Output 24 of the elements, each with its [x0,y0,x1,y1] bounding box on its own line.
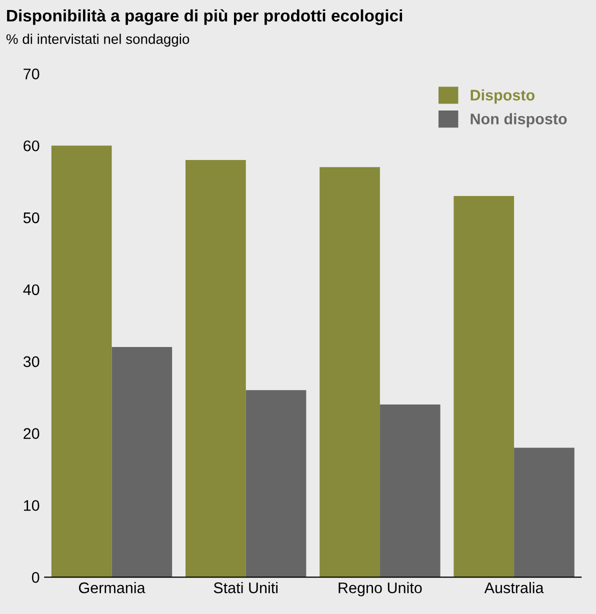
y-tick-label: 20 [24,428,40,439]
bar [51,146,112,578]
legend-label: Non disposto [470,113,567,128]
y-tick-label: 70 [24,68,40,80]
y-tick-label: 50 [23,212,40,224]
bar [380,404,440,578]
bar [186,160,246,578]
bar [246,390,306,578]
y-tick-label: 0 [32,572,40,583]
y-tick-label: 30 [23,356,40,368]
bar [320,167,380,578]
bar [112,347,172,578]
x-tick-label: Regno Unito [338,582,422,596]
x-tick-label: Australia [484,582,544,594]
bar [454,196,514,578]
y-tick-label: 40 [23,284,40,296]
chart-subtitle: % di intervistati nel sondaggio [6,34,190,47]
bar [514,448,574,578]
legend-label: Disposto [470,89,535,104]
chart-title: Disponibilità a pagare di più per prodotti ecologici [7,9,402,25]
x-tick-label: Germania [78,582,146,594]
y-tick-label: 60 [24,140,40,152]
x-tick-label: Stati Uniti [214,582,278,594]
y-tick-label: 10 [24,500,40,511]
